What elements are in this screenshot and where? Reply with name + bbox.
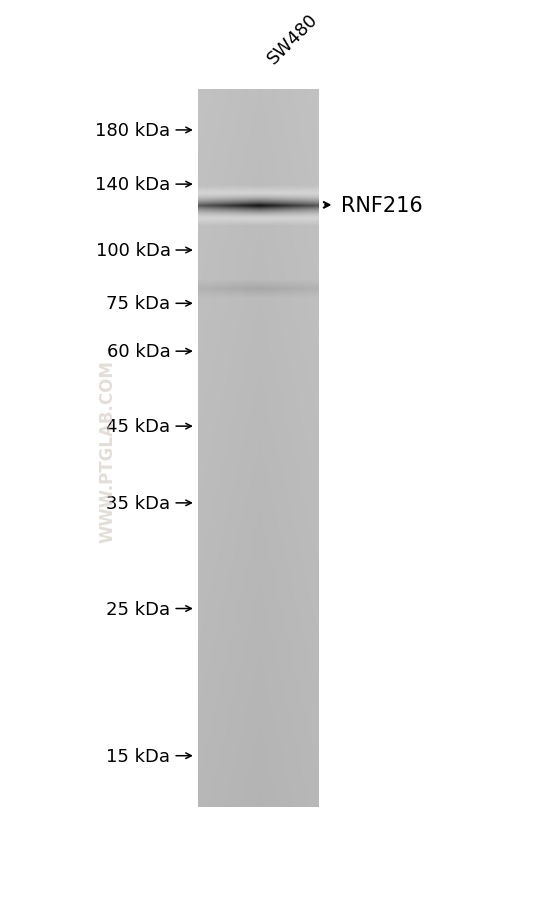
Text: RNF216: RNF216 [341,196,423,216]
Text: 100 kDa: 100 kDa [96,242,170,260]
Text: 45 kDa: 45 kDa [106,418,170,436]
Text: 25 kDa: 25 kDa [106,600,170,618]
Text: 140 kDa: 140 kDa [95,176,170,194]
Text: SW480: SW480 [264,10,321,68]
Text: WWW.PTGLAB.COM: WWW.PTGLAB.COM [98,360,116,542]
Text: 35 kDa: 35 kDa [106,494,170,512]
Text: 180 kDa: 180 kDa [95,122,170,140]
Text: 15 kDa: 15 kDa [107,747,170,765]
Text: 60 kDa: 60 kDa [107,343,170,361]
Text: 75 kDa: 75 kDa [106,295,170,313]
